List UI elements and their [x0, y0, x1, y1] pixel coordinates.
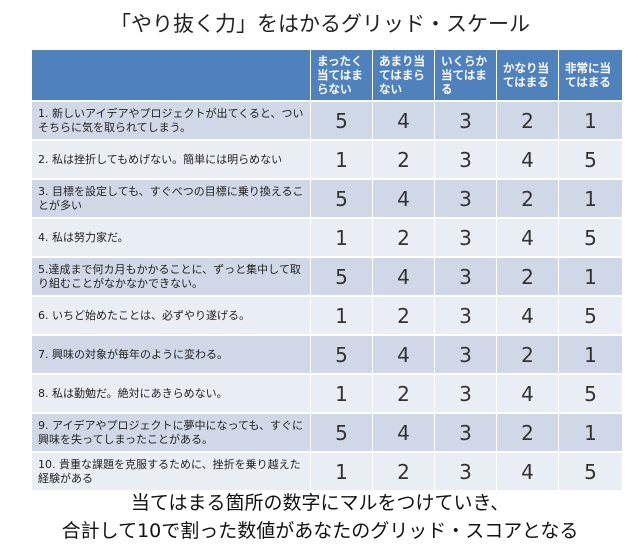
table-row: 1. 新しいアイデアやプロジェクトが出てくると、ついそちらに気を取られてしまう。…: [32, 100, 622, 139]
score-cell[interactable]: 4: [372, 178, 434, 217]
score-cell[interactable]: 1: [558, 256, 622, 295]
header-row: まったく当てはまらない あまり当てはまらない いくらか当てはまる かなり当てはま…: [32, 50, 622, 100]
score-cell[interactable]: 5: [558, 295, 622, 334]
score-cell[interactable]: 3: [434, 100, 496, 139]
table-row: 5.達成まで何カ月もかかることに、ずっと集中して取り組むことがなかなかできない。…: [32, 256, 622, 295]
grit-scale-table: まったく当てはまらない あまり当てはまらない いくらか当てはまる かなり当てはま…: [32, 50, 622, 490]
question-cell: 7. 興味の対象が毎年のように変わる。: [32, 334, 310, 373]
score-cell[interactable]: 3: [434, 178, 496, 217]
score-cell[interactable]: 3: [434, 256, 496, 295]
table-row: 8. 私は勤勉だ。絶対にあきらめない。 1 2 3 4 5: [32, 373, 622, 412]
footer-line-1: 当てはまる箇所の数字にマルをつけていき、: [130, 492, 510, 514]
header-cell-3: いくらか当てはまる: [434, 50, 496, 100]
score-cell[interactable]: 5: [558, 217, 622, 256]
score-cell[interactable]: 4: [372, 334, 434, 373]
question-cell: 8. 私は勤勉だ。絶対にあきらめない。: [32, 373, 310, 412]
header-cell-5: 非常に当てはまる: [558, 50, 622, 100]
score-cell[interactable]: 5: [310, 256, 372, 295]
score-cell[interactable]: 2: [372, 451, 434, 490]
score-cell[interactable]: 1: [310, 295, 372, 334]
score-cell[interactable]: 5: [558, 451, 622, 490]
header-cell-4: かなり当てはまる: [496, 50, 558, 100]
score-cell[interactable]: 2: [496, 412, 558, 451]
question-cell: 1. 新しいアイデアやプロジェクトが出てくると、ついそちらに気を取られてしまう。: [32, 100, 310, 139]
score-cell[interactable]: 2: [372, 139, 434, 178]
score-cell[interactable]: 4: [496, 295, 558, 334]
score-cell[interactable]: 3: [434, 412, 496, 451]
question-cell: 10. 貴重な課題を克服するために、挫折を乗り越えた経験がある: [32, 451, 310, 490]
table-row: 2. 私は挫折してもめげない。簡単には明らめない 1 2 3 4 5: [32, 139, 622, 178]
page-title: 「やり抜く力」をはかるグリッド・スケール: [110, 12, 530, 36]
question-cell: 2. 私は挫折してもめげない。簡単には明らめない: [32, 139, 310, 178]
score-cell[interactable]: 4: [496, 217, 558, 256]
score-cell[interactable]: 3: [434, 295, 496, 334]
score-cell[interactable]: 1: [310, 373, 372, 412]
score-cell[interactable]: 2: [496, 256, 558, 295]
score-cell[interactable]: 4: [372, 100, 434, 139]
score-cell[interactable]: 1: [558, 178, 622, 217]
score-cell[interactable]: 5: [310, 100, 372, 139]
table-row: 4. 私は努力家だ。 1 2 3 4 5: [32, 217, 622, 256]
score-cell[interactable]: 1: [558, 412, 622, 451]
footer-line-2: 合計して10で割った数値があなたのグリッド・スコアとなる: [61, 520, 579, 542]
score-cell[interactable]: 4: [496, 139, 558, 178]
score-cell[interactable]: 2: [372, 217, 434, 256]
score-cell[interactable]: 4: [496, 451, 558, 490]
question-cell: 9. アイデアやプロジェクトに夢中になっても、すぐに興味を失ってしまったことがあ…: [32, 412, 310, 451]
score-cell[interactable]: 2: [496, 334, 558, 373]
score-cell[interactable]: 5: [310, 412, 372, 451]
score-cell[interactable]: 1: [310, 451, 372, 490]
score-cell[interactable]: 3: [434, 217, 496, 256]
table-row: 10. 貴重な課題を克服するために、挫折を乗り越えた経験がある 1 2 3 4 5: [32, 451, 622, 490]
score-cell[interactable]: 2: [372, 373, 434, 412]
header-cell-question: [32, 50, 310, 100]
score-cell[interactable]: 5: [310, 178, 372, 217]
question-cell: 4. 私は努力家だ。: [32, 217, 310, 256]
question-cell: 3. 目標を設定しても、すぐべつの目標に乗り換えることが多い: [32, 178, 310, 217]
score-cell[interactable]: 1: [558, 334, 622, 373]
score-cell[interactable]: 3: [434, 334, 496, 373]
score-cell[interactable]: 2: [372, 295, 434, 334]
score-cell[interactable]: 4: [372, 412, 434, 451]
table-row: 6. いちど始めたことは、必ずやり遂げる。 1 2 3 4 5: [32, 295, 622, 334]
table-row: 3. 目標を設定しても、すぐべつの目標に乗り換えることが多い 5 4 3 2 1: [32, 178, 622, 217]
score-cell[interactable]: 5: [558, 373, 622, 412]
question-cell: 6. いちど始めたことは、必ずやり遂げる。: [32, 295, 310, 334]
table-row: 7. 興味の対象が毎年のように変わる。 5 4 3 2 1: [32, 334, 622, 373]
header-cell-2: あまり当てはまらない: [372, 50, 434, 100]
score-cell[interactable]: 1: [310, 217, 372, 256]
question-cell: 5.達成まで何カ月もかかることに、ずっと集中して取り組むことがなかなかできない。: [32, 256, 310, 295]
score-cell[interactable]: 3: [434, 451, 496, 490]
score-cell[interactable]: 1: [310, 139, 372, 178]
score-cell[interactable]: 2: [496, 178, 558, 217]
score-cell[interactable]: 3: [434, 139, 496, 178]
header-cell-1: まったく当てはまらない: [310, 50, 372, 100]
score-cell[interactable]: 4: [496, 373, 558, 412]
score-cell[interactable]: 3: [434, 373, 496, 412]
score-cell[interactable]: 2: [496, 100, 558, 139]
score-cell[interactable]: 5: [310, 334, 372, 373]
score-cell[interactable]: 5: [558, 139, 622, 178]
score-cell[interactable]: 1: [558, 100, 622, 139]
score-cell[interactable]: 4: [372, 256, 434, 295]
table-row: 9. アイデアやプロジェクトに夢中になっても、すぐに興味を失ってしまったことがあ…: [32, 412, 622, 451]
